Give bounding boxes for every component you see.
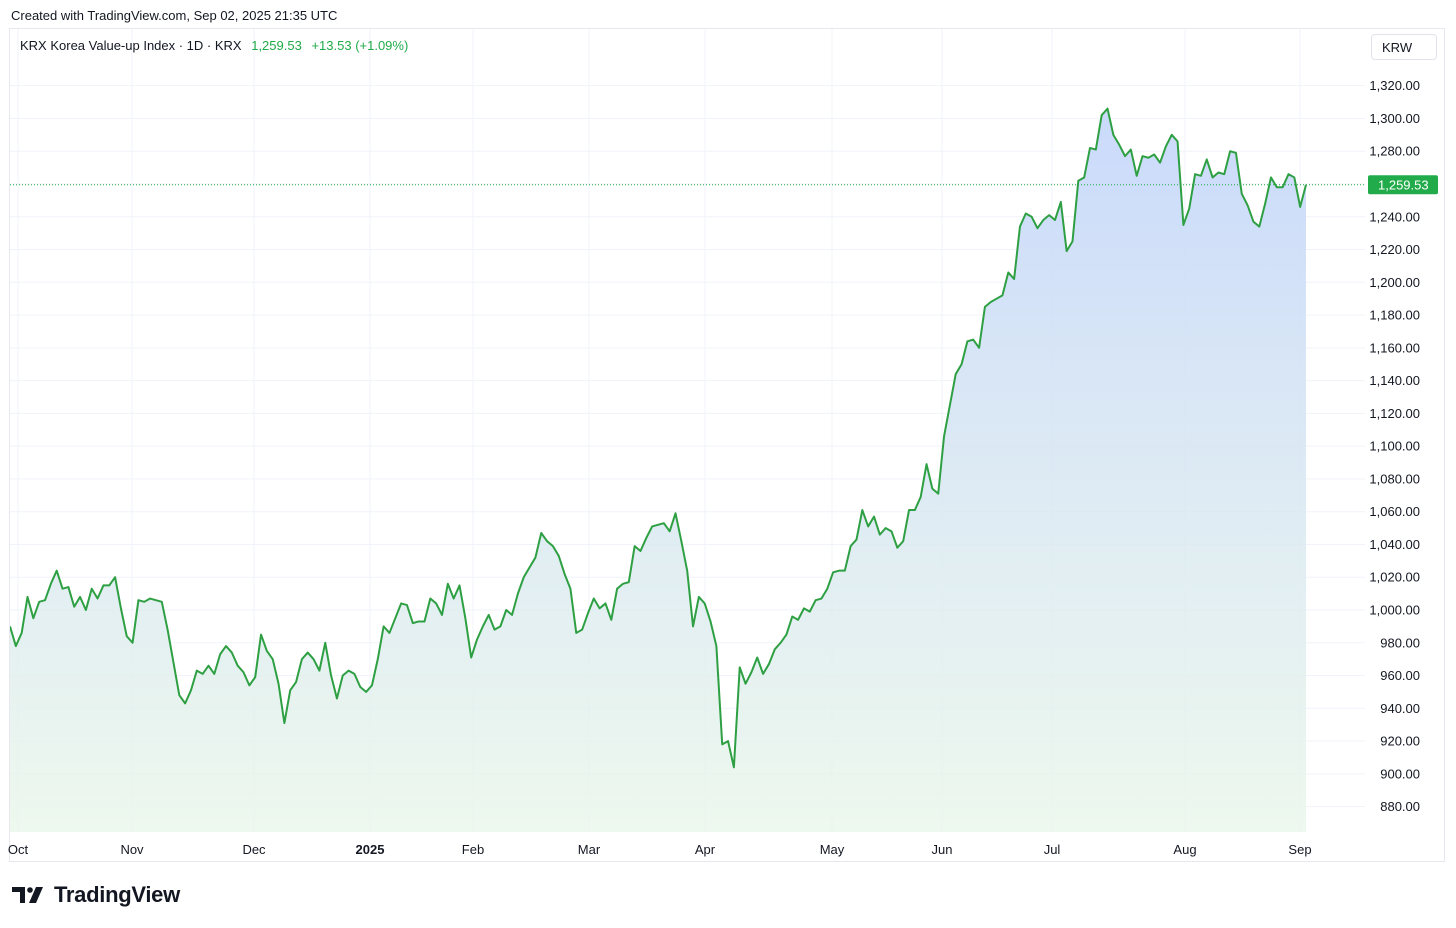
x-tick-label: Aug [1173,842,1196,857]
y-tick-label: 1,000.00 [1369,603,1420,618]
time-axis[interactable]: Oct Nov Dec 2025 Feb Mar Apr May Jun Jul Aug Sep [8,842,1312,857]
symbol-legend[interactable]: KRX Korea Value-up Index · 1D · KRX 1,25… [20,38,408,53]
x-tick-label: Jun [932,842,953,857]
x-tick-label: Oct [8,842,29,857]
tradingview-logo[interactable]: TradingView [12,882,180,908]
y-tick-label: 1,060.00 [1369,504,1420,519]
last-price-badge-label: 1,259.53 [1378,177,1429,192]
x-tick-label: Sep [1288,842,1311,857]
tradingview-wordmark: TradingView [54,882,180,907]
last-price-badge: 1,259.53 [1368,175,1438,195]
chart-frame [9,28,1445,862]
y-tick-label: 1,080.00 [1369,471,1420,486]
y-tick-label: 1,300.00 [1369,111,1420,126]
price-line [10,107,1307,769]
tradingview-logo-icon [12,887,43,903]
y-tick-label: 1,140.00 [1369,373,1420,388]
y-tick-label: 1,160.00 [1369,340,1420,355]
last-price: 1,259.53 [251,38,302,53]
x-tick-label: Jul [1044,842,1061,857]
y-tick-label: 880.00 [1380,799,1420,814]
x-tick-label: Dec [242,842,266,857]
x-tick-label: Apr [695,842,716,857]
y-tick-label: 960.00 [1380,668,1420,683]
y-tick-label: 1,020.00 [1369,570,1420,585]
currency-selector[interactable]: KRW [1371,34,1437,60]
x-tick-label: Feb [462,842,484,857]
y-tick-label: 940.00 [1380,701,1420,716]
price-chart[interactable]: 880.00 900.00 920.00 940.00 960.00 980.00 1,00… [0,0,1456,880]
y-tick-label: 980.00 [1380,635,1420,650]
price-area-fill [10,108,1306,832]
y-tick-label: 1,220.00 [1369,242,1420,257]
y-tick-label: 1,280.00 [1369,144,1420,159]
y-tick-label: 1,320.00 [1369,78,1420,93]
y-tick-label: 1,040.00 [1369,537,1420,552]
y-tick-label: 1,100.00 [1369,439,1420,454]
y-tick-label: 1,240.00 [1369,209,1420,224]
y-tick-label: 1,180.00 [1369,308,1420,323]
price-change: +13.53 (+1.09%) [311,38,409,53]
created-with-label: Created with TradingView.com, Sep 02, 20… [11,8,338,23]
x-tick-label: Nov [120,842,144,857]
price-axis[interactable]: 880.00 900.00 920.00 940.00 960.00 980.00 1,00… [1369,78,1420,814]
symbol-name: KRX Korea Value-up Index · 1D · KRX [20,38,242,53]
x-tick-label: May [820,842,845,857]
y-tick-label: 1,200.00 [1369,275,1420,290]
y-tick-label: 1,120.00 [1369,406,1420,421]
y-tick-label: 900.00 [1380,766,1420,781]
x-tick-label: 2025 [356,842,385,857]
x-tick-label: Mar [578,842,601,857]
y-tick-label: 920.00 [1380,734,1420,749]
